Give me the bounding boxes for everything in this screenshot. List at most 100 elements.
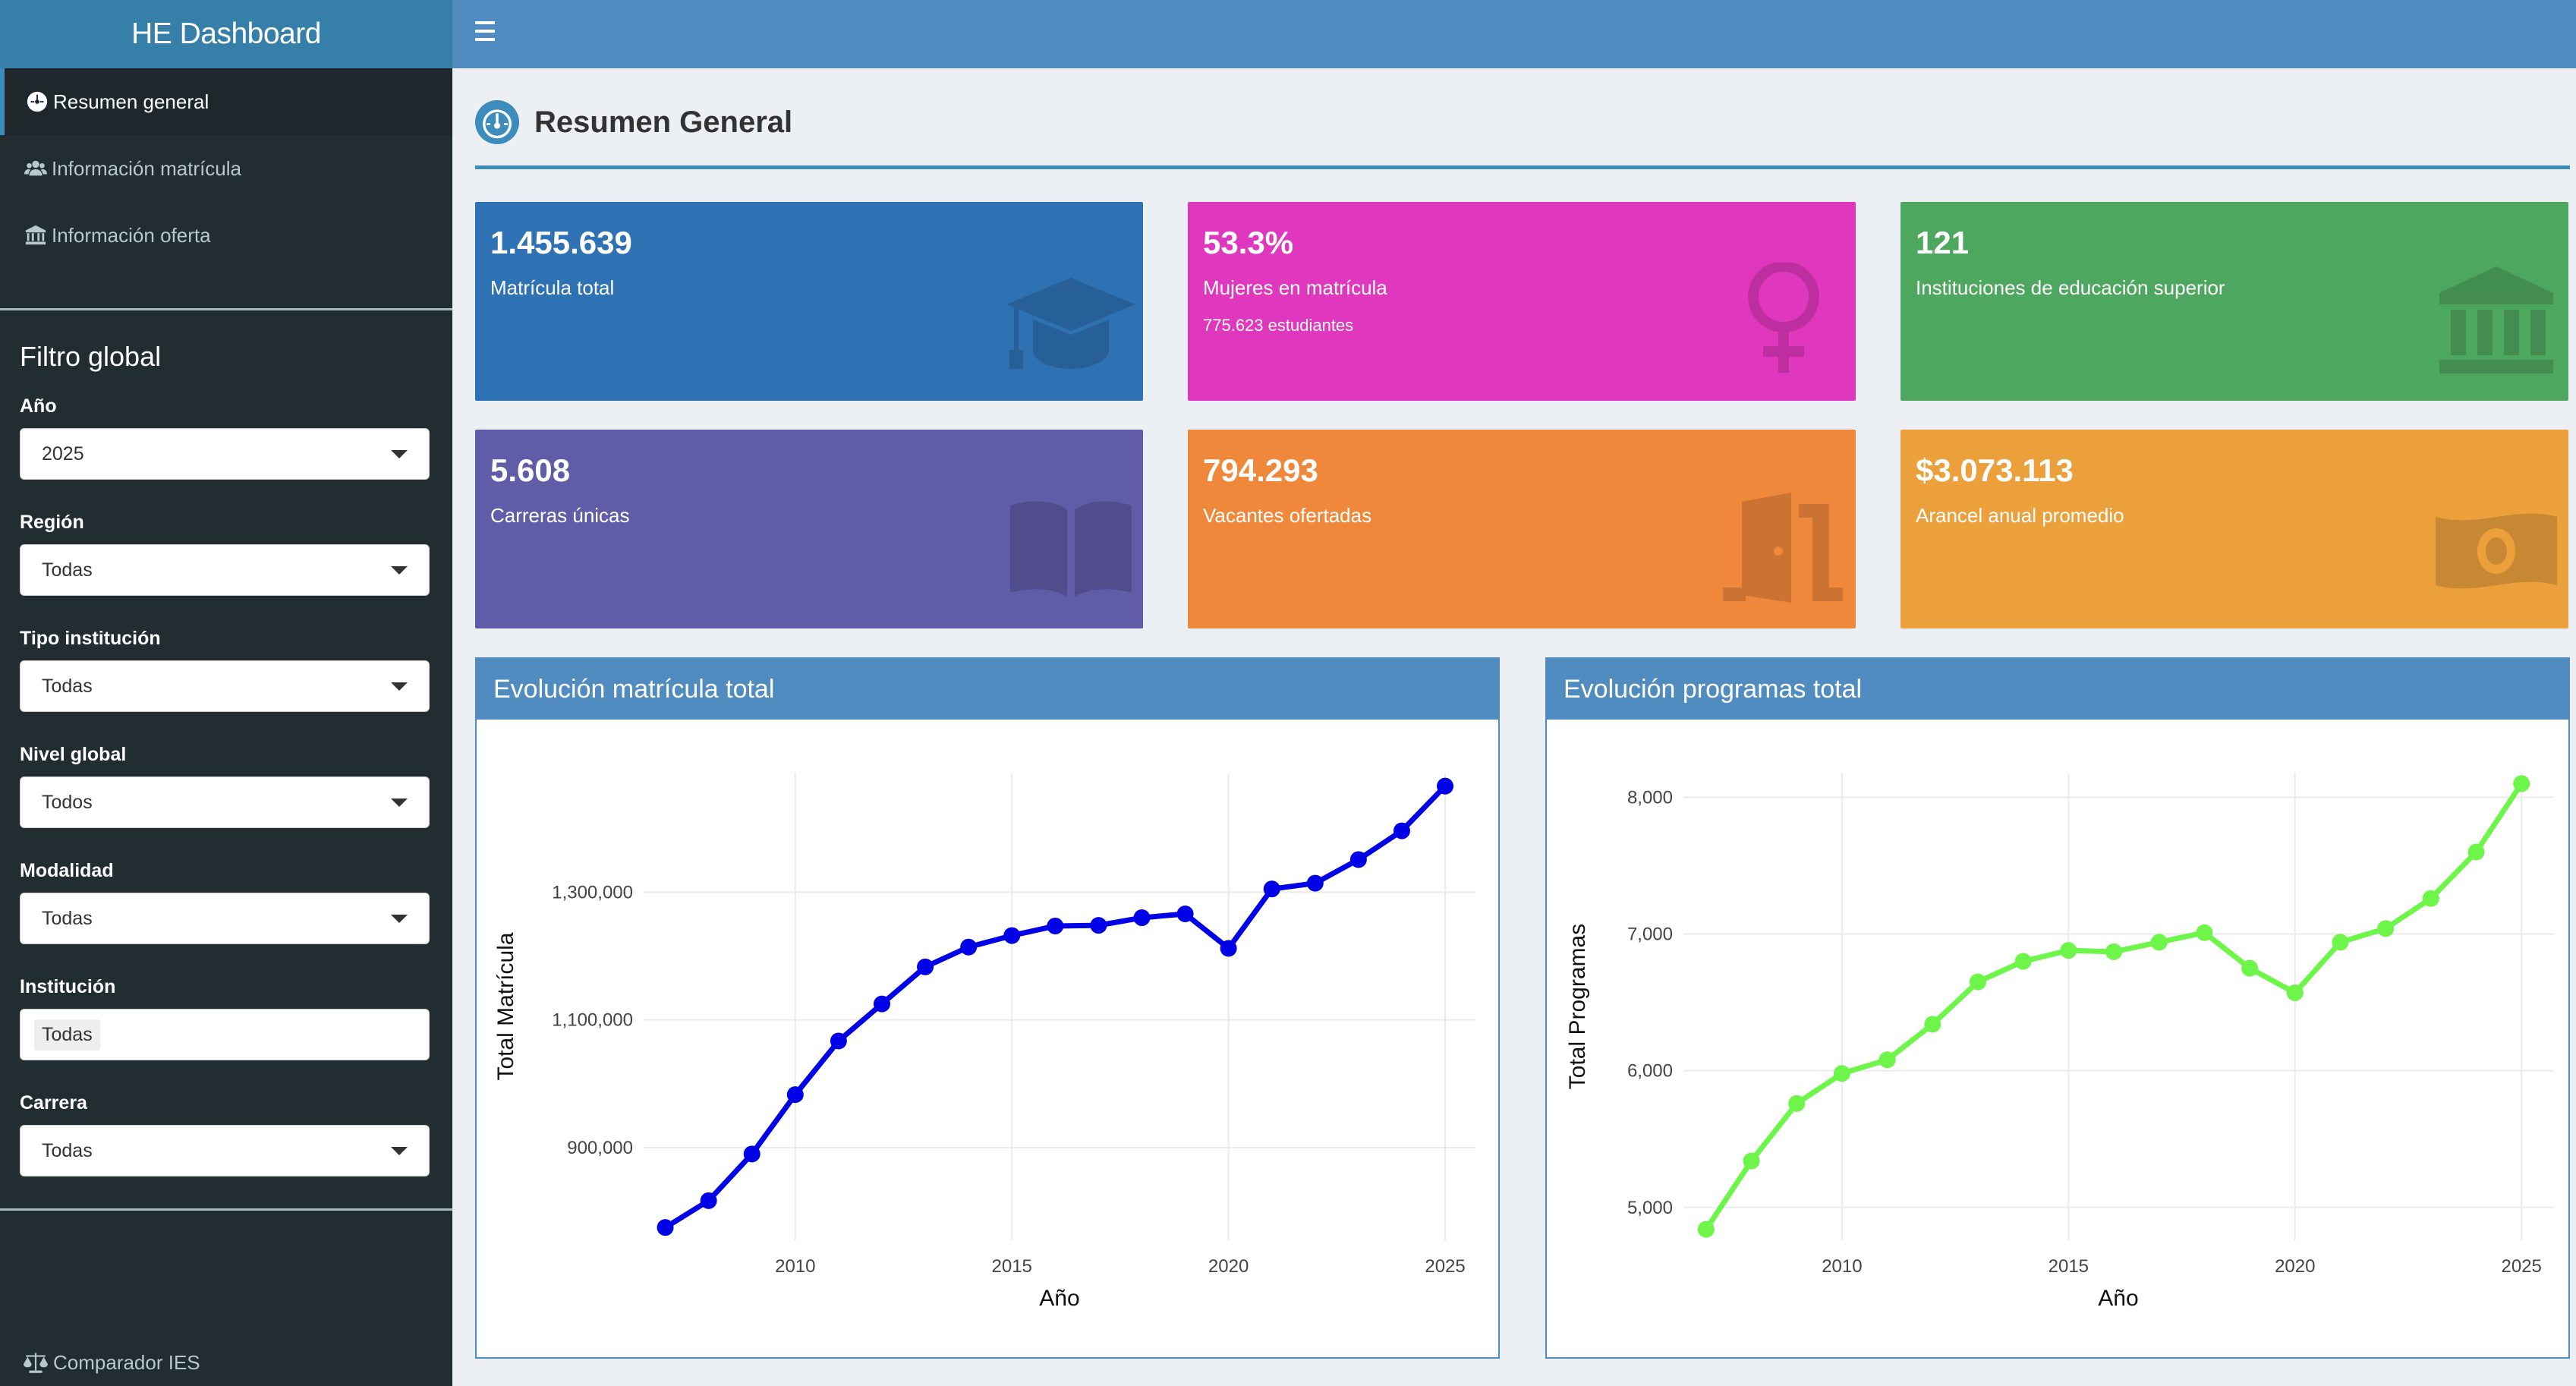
- value-box-number: $3.073.113: [1916, 452, 2074, 488]
- data-point[interactable]: [830, 1032, 847, 1050]
- sidebar-item-comparador-ies[interactable]: Comparador IES: [0, 1336, 452, 1386]
- data-point[interactable]: [2467, 843, 2485, 861]
- carrera-select[interactable]: Todas: [20, 1125, 430, 1177]
- data-point[interactable]: [2286, 984, 2304, 1001]
- data-point[interactable]: [2377, 920, 2395, 937]
- sidebar-item-label: Información oferta: [52, 223, 211, 247]
- x-tick-label: 2015: [2049, 1256, 2089, 1277]
- data-point[interactable]: [2422, 890, 2439, 907]
- data-point[interactable]: [1697, 1221, 1715, 1238]
- data-point[interactable]: [1743, 1152, 1760, 1170]
- data-point[interactable]: [2014, 953, 2032, 970]
- filter-label-nivel-global: Nivel global: [20, 744, 127, 765]
- data-point[interactable]: [1090, 917, 1107, 934]
- data-point[interactable]: [657, 1219, 674, 1236]
- x-tick-label: 2010: [1822, 1256, 1862, 1277]
- data-point[interactable]: [2513, 775, 2530, 792]
- panel-evolucion-matricula: Evolución matrícula total 2010 2015 2020 20…: [475, 657, 1500, 1359]
- data-point[interactable]: [700, 1192, 717, 1209]
- chevron-down-icon: [391, 565, 408, 575]
- data-point[interactable]: [2150, 934, 2168, 951]
- value-box-carreras: 5.608 Carreras únicas: [475, 430, 1143, 628]
- data-point[interactable]: [1833, 1065, 1850, 1082]
- data-point[interactable]: [1924, 1016, 1941, 1033]
- modalidad-select[interactable]: Todas: [20, 893, 430, 944]
- data-point[interactable]: [1003, 927, 1021, 944]
- y-axis-title: Total Matrícula: [493, 932, 518, 1080]
- series-line: [663, 784, 1447, 1230]
- sidebar-item-label: Resumen general: [53, 90, 209, 113]
- chevron-down-icon: [391, 1146, 408, 1155]
- data-point[interactable]: [2241, 959, 2259, 977]
- data-point[interactable]: [1878, 1051, 1896, 1069]
- data-point[interactable]: [2060, 942, 2077, 959]
- data-point[interactable]: [873, 995, 890, 1013]
- balance-scale-icon: [24, 1353, 48, 1373]
- value-box-vacantes: 794.293 Vacantes ofertadas: [1188, 430, 1856, 628]
- app-logo[interactable]: HE Dashboard: [0, 0, 452, 68]
- dashboard-icon: [24, 89, 50, 115]
- filter-label-ano: Año: [20, 395, 57, 417]
- data-point[interactable]: [1047, 917, 1064, 934]
- filter-label-region: Región: [20, 512, 84, 533]
- sidebar-item-informacion-oferta[interactable]: Información oferta: [0, 202, 452, 269]
- data-point[interactable]: [917, 958, 934, 975]
- data-point[interactable]: [1133, 909, 1151, 927]
- x-tick-label: 2015: [992, 1256, 1032, 1277]
- x-tick-label: 2010: [775, 1256, 815, 1277]
- tachometer-icon: [475, 100, 519, 144]
- value-box-label: Vacantes ofertadas: [1203, 504, 1372, 527]
- door-open-icon: [1719, 490, 1848, 604]
- region-select[interactable]: Todas: [20, 544, 430, 596]
- tipo-institucion-select[interactable]: Todas: [20, 660, 430, 712]
- data-point[interactable]: [1788, 1095, 1806, 1112]
- data-point[interactable]: [1969, 973, 1986, 991]
- y-tick-label: 1,100,000: [552, 1010, 633, 1031]
- page-title-text: Resumen General: [534, 105, 793, 139]
- data-point[interactable]: [1263, 880, 1280, 898]
- data-point[interactable]: [1349, 851, 1367, 868]
- nivel-global-select[interactable]: Todos: [20, 776, 430, 828]
- data-point[interactable]: [960, 938, 978, 956]
- institution-icon: [2432, 263, 2561, 376]
- graduation-cap-icon: [1006, 263, 1135, 376]
- chart-programas[interactable]: 2010 2015 2020 2025 5,000 6,000 7,000 8,000 Año T…: [1547, 720, 2568, 1357]
- data-point[interactable]: [786, 1086, 804, 1104]
- chart-matricula[interactable]: 2010 2015 2020 2025 900,000 1,100,000 1,300,00…: [477, 720, 1498, 1357]
- ano-select[interactable]: 2025: [20, 428, 430, 480]
- select-value: 2025: [42, 443, 84, 465]
- data-point[interactable]: [2196, 924, 2213, 941]
- title-underline: [475, 165, 2570, 169]
- data-point[interactable]: [2332, 934, 2349, 951]
- sidebar-item-label: Comparador IES: [53, 1350, 200, 1374]
- y-tick-label: 1,300,000: [552, 882, 633, 902]
- data-point[interactable]: [743, 1145, 761, 1163]
- data-point[interactable]: [1437, 777, 1454, 795]
- sidebar-item-label: Información matrícula: [52, 156, 241, 180]
- sidebar-divider: [0, 1208, 452, 1211]
- institucion-multiselect[interactable]: Todas: [20, 1009, 430, 1060]
- filter-label-carrera: Carrera: [20, 1092, 87, 1114]
- data-point[interactable]: [1393, 822, 1410, 839]
- users-icon: [23, 156, 49, 181]
- data-point[interactable]: [1220, 940, 1237, 957]
- x-tick-label: 2020: [2275, 1256, 2315, 1277]
- filter-label-institucion: Institución: [20, 976, 116, 997]
- series-line: [1703, 782, 2524, 1231]
- y-tick-label: 6,000: [1627, 1061, 1673, 1082]
- x-axis-title: Año: [2098, 1286, 2138, 1311]
- chevron-down-icon: [391, 449, 408, 458]
- sidebar-item-informacion-matricula[interactable]: Información matrícula: [0, 135, 452, 202]
- value-box-number: 794.293: [1203, 452, 1318, 488]
- data-point[interactable]: [1176, 905, 1194, 922]
- filter-label-modalidad: Modalidad: [20, 860, 114, 881]
- y-tick-label: 8,000: [1627, 787, 1673, 808]
- selected-tag[interactable]: Todas: [34, 1019, 100, 1051]
- hamburger-icon[interactable]: [475, 21, 495, 41]
- data-point[interactable]: [2105, 943, 2123, 960]
- data-point[interactable]: [1306, 874, 1324, 892]
- select-value: Todas: [42, 1139, 93, 1161]
- sidebar-item-resumen-general[interactable]: Resumen general: [0, 68, 452, 135]
- select-value: Todos: [42, 791, 93, 813]
- select-value: Todas: [42, 907, 93, 929]
